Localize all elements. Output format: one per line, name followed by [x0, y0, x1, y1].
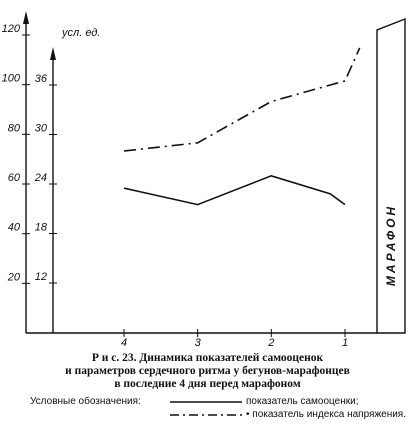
marathon-label: МАРАФОН [384, 204, 398, 286]
right-scale-axis-arrow [50, 47, 56, 60]
axis-unit-label: усл. ед. [61, 27, 100, 39]
chart-ticks: 20 40 60 80 100 120 12 18 24 30 36 4 3 2 1 [2, 23, 348, 349]
left-tick-label: 20 [7, 271, 21, 283]
x-tick-label: 1 [342, 337, 348, 349]
marathon-bar-shape [376, 17, 406, 334]
figure-caption-line-2: и параметров сердечного ритма у бегунов-… [65, 365, 350, 377]
left-tick-label: 40 [8, 222, 21, 234]
marathon-bar: МАРАФОН [376, 17, 406, 334]
inner-tick-label: 18 [35, 222, 48, 234]
chart-axes: усл. ед. [23, 11, 377, 334]
inner-tick-label: 12 [35, 271, 47, 283]
left-tick-label: 80 [8, 122, 21, 134]
legend-item-solid-label: показатель самооценки; [246, 396, 359, 407]
figure-caption-line-3: в последние 4 дня перед марафоном [114, 378, 301, 390]
inner-tick-label: 30 [35, 123, 48, 135]
inner-tick-label: 36 [35, 73, 48, 85]
x-tick-label: 2 [267, 337, 274, 349]
chart-series [123, 47, 361, 206]
legend: Условные обозначения: показатель самооце… [30, 396, 410, 426]
x-tick-label: 4 [121, 337, 127, 349]
solid-line-swatch [170, 401, 242, 403]
legend-title: Условные обозначения: [30, 396, 141, 407]
legend-item-dashdot-label: • показатель индекса напряжения. [246, 409, 406, 420]
left-axis-arrow [23, 11, 29, 24]
inner-tick-label: 24 [34, 172, 47, 184]
dashdot-line-swatch [170, 414, 242, 416]
figure-caption-line-1: Р и с. 23. Динамика показателей самооцен… [91, 352, 324, 364]
left-tick-label: 120 [2, 23, 21, 35]
series-line-2 [123, 47, 361, 152]
left-tick-label: 60 [8, 172, 21, 184]
left-tick-label: 100 [2, 73, 21, 85]
series-line-1 [123, 174, 346, 206]
x-tick-label: 3 [195, 337, 202, 349]
